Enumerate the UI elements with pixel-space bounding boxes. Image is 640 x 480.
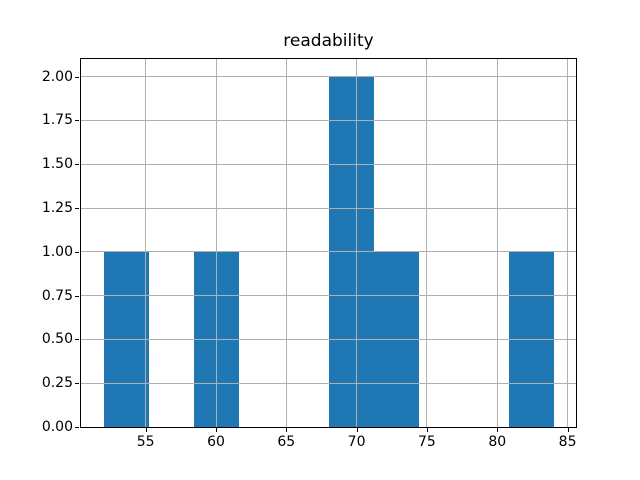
y-gridline — [81, 295, 576, 297]
y-tick-label: 0.00 — [41, 419, 73, 435]
y-tick-mark — [75, 427, 79, 428]
chart-title: readability — [283, 31, 374, 51]
y-tick-mark — [75, 208, 79, 209]
x-gridline — [496, 59, 498, 427]
y-gridline — [81, 119, 576, 121]
y-tick-mark — [75, 295, 79, 297]
y-tick-label: 1.50 — [41, 156, 73, 173]
x-gridline — [426, 59, 428, 427]
x-gridline — [215, 59, 217, 427]
x-tick-label: 55 — [136, 434, 155, 450]
x-tick-mark — [497, 428, 499, 432]
x-gridline — [145, 59, 147, 427]
x-tick-label: 75 — [417, 434, 436, 450]
x-tick-label: 70 — [347, 434, 366, 450]
y-tick-label: 0.25 — [41, 375, 73, 392]
y-gridline — [81, 338, 576, 340]
y-tick-mark — [75, 164, 79, 166]
x-gridline — [356, 59, 358, 427]
y-tick-mark — [75, 339, 79, 341]
y-gridline — [81, 207, 576, 209]
y-tick-mark — [75, 120, 79, 122]
y-tick-mark — [75, 251, 79, 253]
y-tick-label: 1.25 — [41, 200, 73, 216]
x-tick-mark — [567, 428, 569, 432]
y-tick-label: 0.50 — [41, 331, 73, 348]
x-tick-label: 85 — [558, 434, 577, 450]
y-tick-label: 0.75 — [41, 287, 73, 304]
y-gridline — [81, 382, 576, 384]
x-tick-label: 60 — [207, 434, 225, 450]
x-tick-mark — [216, 428, 217, 432]
y-gridline — [81, 76, 576, 77]
x-tick-label: 65 — [277, 434, 296, 450]
y-tick-mark — [75, 76, 79, 78]
x-gridline — [567, 59, 569, 427]
x-tick-mark — [145, 428, 147, 432]
y-tick-label: 1.75 — [41, 112, 73, 129]
y-tick-label: 1.00 — [41, 243, 73, 260]
y-gridline — [81, 163, 576, 165]
y-tick-mark — [75, 383, 79, 385]
x-tick-mark — [356, 428, 358, 432]
x-gridline — [285, 59, 287, 427]
y-gridline — [81, 251, 576, 253]
x-tick-label: 80 — [488, 434, 507, 450]
plot-area — [80, 58, 577, 428]
grid-layer — [81, 59, 576, 427]
y-tick-label: 2.00 — [41, 68, 73, 85]
x-tick-mark — [286, 428, 288, 432]
x-tick-mark — [426, 428, 428, 432]
